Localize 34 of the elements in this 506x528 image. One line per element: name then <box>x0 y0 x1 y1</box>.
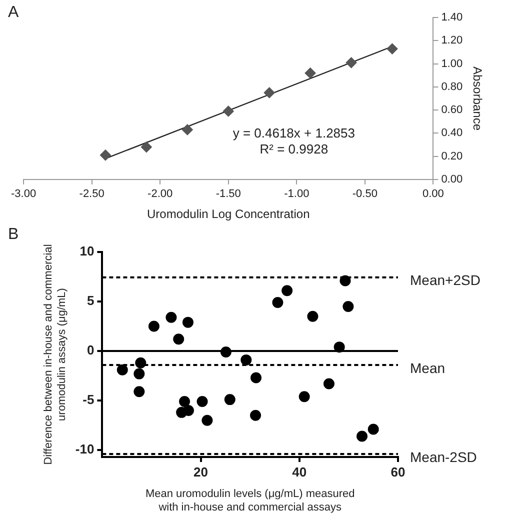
y-tick-label: 5 <box>86 293 94 308</box>
chart-title: B <box>8 226 19 244</box>
x-axis-title: Mean uromodulin levels (μg/mL) measured with in-house and commercial assays <box>145 488 355 514</box>
x-tick-label: -0.50 <box>352 188 378 200</box>
y-tick-label: 0.20 <box>441 150 463 162</box>
y-tick-label: 0.80 <box>441 80 463 93</box>
ref-line-label: Mean-2SD <box>410 448 477 465</box>
chart-title: A <box>8 4 19 22</box>
ref-line-label: Mean+2SD <box>410 272 480 288</box>
y-tick-label: 0 <box>86 342 94 358</box>
x-tick-label: -1.00 <box>284 188 310 200</box>
ref-line-label: Mean <box>410 360 446 376</box>
x-tick-label: 40 <box>292 464 307 480</box>
y-axis-title: Difference between in-house and commercial uromodulin assays (μg/mL) <box>42 244 68 465</box>
y-axis-title: Absorbance <box>470 66 484 131</box>
y-tick-label: 1.40 <box>441 12 463 24</box>
y-tick-label: 0.40 <box>441 127 463 140</box>
y-tick-label: -5 <box>82 392 94 408</box>
x-tick-label: 0.00 <box>422 188 444 200</box>
y-tick-label: 10 <box>80 244 94 259</box>
x-tick-label: 60 <box>390 464 406 480</box>
y-tick-label: 1.00 <box>441 58 463 70</box>
x-tick-label: 20 <box>194 464 208 480</box>
y-tick-label: 1.20 <box>441 34 463 47</box>
x-tick-label: -3.00 <box>10 188 36 200</box>
y-tick-label: 0.00 <box>441 173 463 186</box>
annotation: y = 0.4618x + 1.2853 <box>232 126 355 141</box>
x-tick-label: -2.50 <box>79 188 104 200</box>
x-tick-label: -2.00 <box>148 188 173 200</box>
x-axis-title: Uromodulin Log Concentration <box>146 207 310 222</box>
x-tick-label: -1.50 <box>216 188 241 200</box>
annotation: R² = 0.9928 <box>260 142 328 157</box>
y-tick-label: 0.60 <box>441 104 463 116</box>
y-tick-label: -10 <box>75 442 94 457</box>
